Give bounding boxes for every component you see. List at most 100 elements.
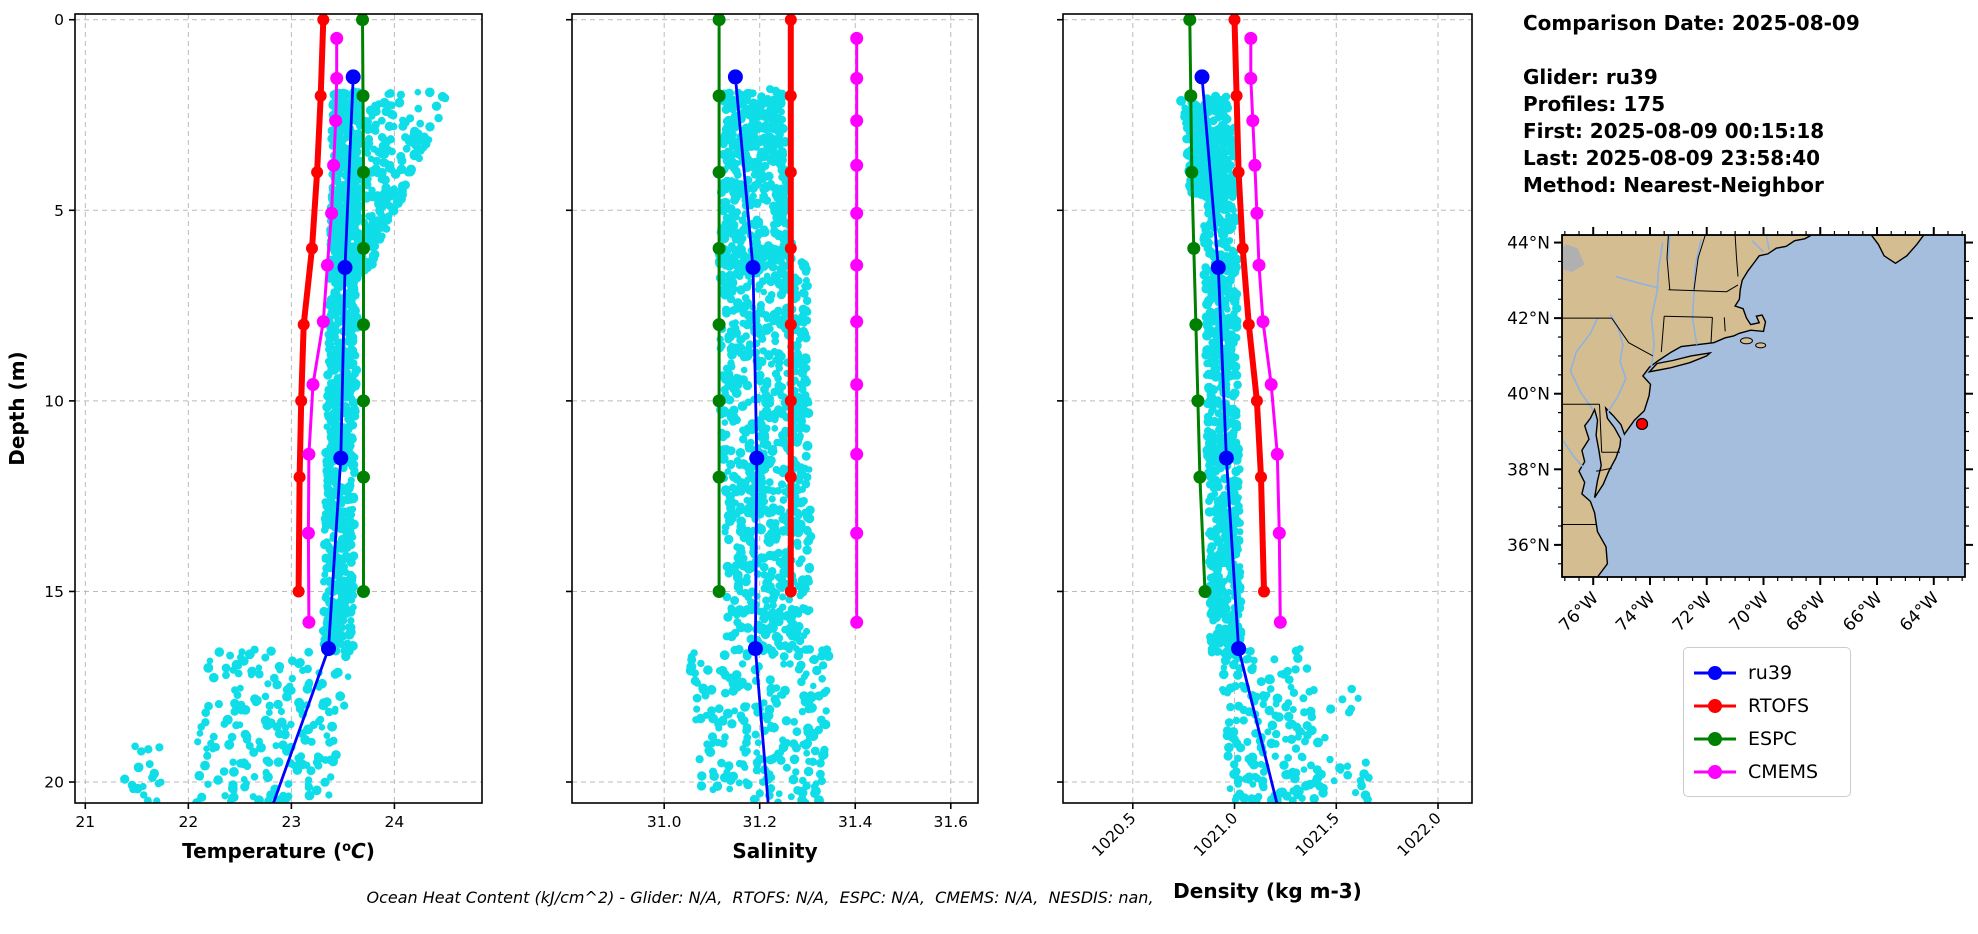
glider-scatter-density bbox=[1176, 91, 1373, 803]
temperature-axis-label: Temperature (oC) bbox=[182, 839, 375, 863]
depth-tick-label: 15 bbox=[44, 583, 64, 601]
profiles-count-text: Profiles: 175 bbox=[1523, 92, 1666, 116]
map-lon-label: 66°W bbox=[1839, 588, 1886, 635]
temperature-tick-label: 24 bbox=[385, 813, 405, 831]
ESPC-density-profile bbox=[1183, 14, 1212, 598]
ESPC-marker bbox=[1189, 318, 1203, 332]
RTOFS-marker bbox=[317, 14, 330, 26]
map-lon-label: 70°W bbox=[1726, 588, 1773, 635]
ru39-marker bbox=[333, 450, 349, 466]
ru39-marker bbox=[1194, 69, 1210, 85]
RTOFS-marker bbox=[1258, 585, 1270, 598]
CMEMS-marker bbox=[302, 447, 316, 461]
density-tick-label: 1020.5 bbox=[1089, 809, 1140, 860]
legend-item-cmems: CMEMS bbox=[1692, 755, 1840, 788]
legend-marker-rtofs bbox=[1694, 698, 1736, 713]
info-panel: Comparison Date: 2025-08-09 Glider: ru39… bbox=[1523, 10, 1973, 199]
salinity-plot: 31.0 31.2 31.4 31.6 Salinity bbox=[566, 13, 979, 863]
legend-marker-cmems bbox=[1694, 764, 1736, 779]
RTOFS-marker bbox=[1250, 394, 1263, 407]
ESPC-marker bbox=[356, 89, 370, 103]
ESPC-marker bbox=[357, 318, 370, 332]
CMEMS-marker bbox=[850, 71, 864, 85]
RTOFS-marker bbox=[784, 14, 797, 26]
RTOFS-temperature-profile bbox=[292, 14, 330, 598]
CMEMS-marker bbox=[330, 31, 344, 45]
map-land-nova-scotia bbox=[1870, 235, 1925, 265]
CMEMS-marker bbox=[1248, 158, 1262, 172]
RTOFS-marker bbox=[784, 242, 797, 255]
density-y-axis bbox=[1057, 18, 1063, 783]
map-lat-label: 42°N bbox=[1507, 309, 1550, 329]
CMEMS-marker bbox=[850, 378, 864, 391]
CMEMS-marker bbox=[320, 258, 334, 272]
map-lon-label: 72°W bbox=[1669, 588, 1716, 635]
CMEMS-marker bbox=[306, 378, 320, 391]
legend-label: CMEMS bbox=[1748, 760, 1819, 783]
map-lake-ontario bbox=[1562, 244, 1585, 272]
ESPC-marker bbox=[712, 394, 726, 408]
CMEMS-marker bbox=[302, 615, 316, 629]
CMEMS-marker bbox=[1272, 526, 1286, 540]
density-axis-label: Density (kg m-3) bbox=[1173, 879, 1362, 903]
depth-tick-label: 0 bbox=[54, 11, 64, 29]
CMEMS-salinity-profile bbox=[850, 31, 864, 629]
map-island-nantucket bbox=[1755, 342, 1767, 349]
RTOFS-salinity-profile bbox=[784, 14, 797, 598]
map-lon-label: 74°W bbox=[1612, 588, 1659, 635]
salinity-tick-label: 31.0 bbox=[647, 813, 682, 831]
ESPC-marker bbox=[712, 318, 726, 332]
temperature-gridlines bbox=[75, 14, 482, 803]
density-plot-frame bbox=[1062, 13, 1473, 804]
ru39-salinity-profile bbox=[727, 69, 770, 803]
legend-label: ru39 bbox=[1748, 661, 1793, 684]
CMEMS-marker bbox=[850, 526, 864, 540]
glider-name-text: Glider: ru39 bbox=[1523, 65, 1658, 89]
temperature-tick-label: 23 bbox=[282, 813, 302, 831]
comparison-date-text: Comparison Date: 2025-08-09 bbox=[1523, 11, 1860, 35]
CMEMS-marker bbox=[1244, 71, 1258, 85]
RTOFS-marker bbox=[1242, 318, 1255, 331]
legend-item-espc: ESPC bbox=[1692, 722, 1840, 755]
ESPC-marker bbox=[1198, 585, 1212, 598]
ru39-marker bbox=[1218, 450, 1234, 466]
legend-marker-espc bbox=[1694, 731, 1736, 746]
map-lat-label: 38°N bbox=[1507, 460, 1550, 480]
ru39-density-profile bbox=[1194, 69, 1279, 803]
temperature-tick-label: 22 bbox=[178, 813, 198, 831]
ru39-marker bbox=[749, 450, 765, 466]
ESPC-temperature-profile bbox=[356, 14, 370, 598]
RTOFS-marker bbox=[1232, 166, 1245, 179]
RTOFS-marker bbox=[292, 585, 305, 598]
ru39-marker bbox=[321, 641, 336, 657]
temperature-plot-frame bbox=[74, 13, 483, 804]
RTOFS-marker bbox=[311, 166, 324, 179]
salinity-tick-label: 31.4 bbox=[838, 813, 873, 831]
RTOFS-marker bbox=[784, 471, 797, 484]
ESPC-density-line bbox=[1188, 19, 1207, 592]
salinity-y-axis bbox=[566, 18, 572, 783]
ru39-marker bbox=[745, 260, 761, 275]
legend-label: RTOFS bbox=[1748, 694, 1810, 717]
salinity-plot-frame bbox=[571, 13, 979, 804]
ESPC-marker bbox=[357, 394, 370, 408]
CMEMS-temperature-profile bbox=[301, 31, 344, 629]
ESPC-marker bbox=[712, 89, 726, 103]
map-lat-label: 36°N bbox=[1507, 536, 1550, 556]
RTOFS-marker bbox=[1255, 471, 1267, 484]
CMEMS-marker bbox=[1250, 206, 1264, 220]
ESPC-marker bbox=[357, 241, 370, 255]
RTOFS-marker bbox=[784, 585, 797, 598]
RTOFS-marker bbox=[306, 242, 318, 255]
map-lat-label: 44°N bbox=[1507, 234, 1550, 254]
ESPC-marker bbox=[357, 585, 370, 598]
CMEMS-marker bbox=[1244, 31, 1258, 45]
map-land-mainland bbox=[1562, 235, 1813, 577]
map-lon-label: 76°W bbox=[1555, 588, 1602, 635]
ru39-marker bbox=[1231, 641, 1247, 657]
CMEMS-marker bbox=[329, 114, 343, 128]
CMEMS-marker bbox=[330, 71, 344, 85]
ru39-marker bbox=[727, 69, 743, 85]
salinity-axis-label: Salinity bbox=[732, 839, 817, 863]
